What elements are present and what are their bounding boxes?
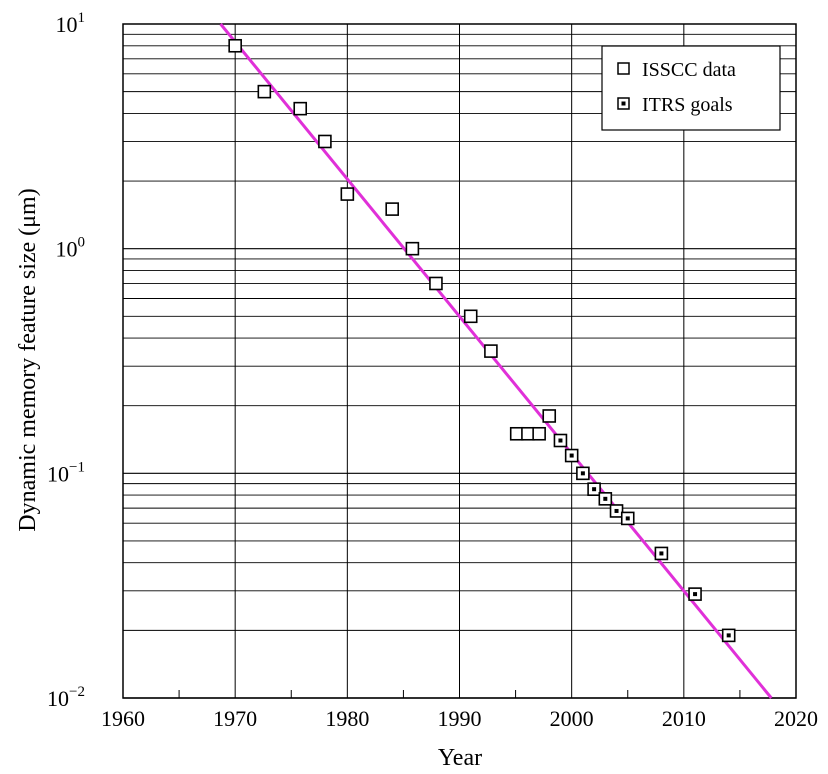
legend: ISSCC data ITRS goals bbox=[601, 45, 781, 131]
issc-data-point bbox=[521, 426, 535, 441]
itrs-goal-point-dot bbox=[558, 438, 563, 443]
issc-data-point bbox=[463, 309, 478, 324]
issc-data-point bbox=[484, 344, 498, 358]
issc-data-point bbox=[257, 84, 272, 99]
itrs-goal-point-dot bbox=[726, 633, 731, 638]
itrs-goal-point-dot bbox=[580, 471, 585, 476]
legend-label-issc: ISSCC data bbox=[642, 59, 736, 81]
marker-layer bbox=[228, 38, 736, 643]
x-tick-label: 1960 bbox=[101, 706, 145, 731]
legend-marker-issc bbox=[617, 62, 630, 75]
issc-data-point bbox=[340, 187, 355, 201]
itrs-goal-point-dot bbox=[592, 487, 597, 492]
issc-data-point bbox=[318, 134, 332, 149]
x-tick-label: 2010 bbox=[662, 706, 706, 731]
plot-frame bbox=[122, 23, 797, 699]
x-axis-title: Year bbox=[438, 745, 482, 771]
itrs-goal-point-dot bbox=[693, 592, 698, 597]
trend-line bbox=[219, 23, 773, 699]
x-tick-label: 1980 bbox=[325, 706, 369, 731]
issc-data-point bbox=[542, 409, 557, 423]
y-tick-label: 100 bbox=[56, 235, 86, 262]
issc-data-point bbox=[509, 426, 524, 441]
itrs-goal-point-dot bbox=[614, 508, 619, 513]
legend-box bbox=[601, 45, 781, 131]
tick-labels: 1960 1970 1980 1990 2000 2010 2020 101 100 10−1 10… bbox=[47, 10, 818, 731]
x-tick-label: 1970 bbox=[213, 706, 257, 731]
issc-data-point bbox=[405, 241, 420, 256]
y-tick-label: 10−1 bbox=[47, 459, 85, 486]
x-tick-label: 1990 bbox=[438, 706, 482, 731]
issc-data-point bbox=[532, 426, 546, 441]
y-tick-label: 10−2 bbox=[47, 684, 85, 711]
legend-marker-itrs-dot bbox=[621, 101, 626, 106]
y-tick-label: 101 bbox=[56, 10, 86, 37]
itrs-goal-point-dot bbox=[569, 453, 574, 458]
issc-data-point bbox=[228, 38, 242, 53]
itrs-goal-point-dot bbox=[603, 496, 608, 501]
issc-data-point bbox=[385, 202, 400, 216]
itrs-goal-point-dot bbox=[659, 551, 664, 556]
trend-line-layer bbox=[219, 23, 773, 699]
y-axis-title: Dynamic memory feature size (μm) bbox=[15, 188, 41, 531]
itrs-goal-point-dot bbox=[625, 516, 630, 521]
x-tick-label: 2000 bbox=[550, 706, 594, 731]
issc-data-point bbox=[429, 276, 443, 291]
legend-label-itrs: ITRS goals bbox=[642, 94, 733, 116]
issc-data-point bbox=[293, 101, 308, 116]
x-tick-label: 2020 bbox=[774, 706, 818, 731]
